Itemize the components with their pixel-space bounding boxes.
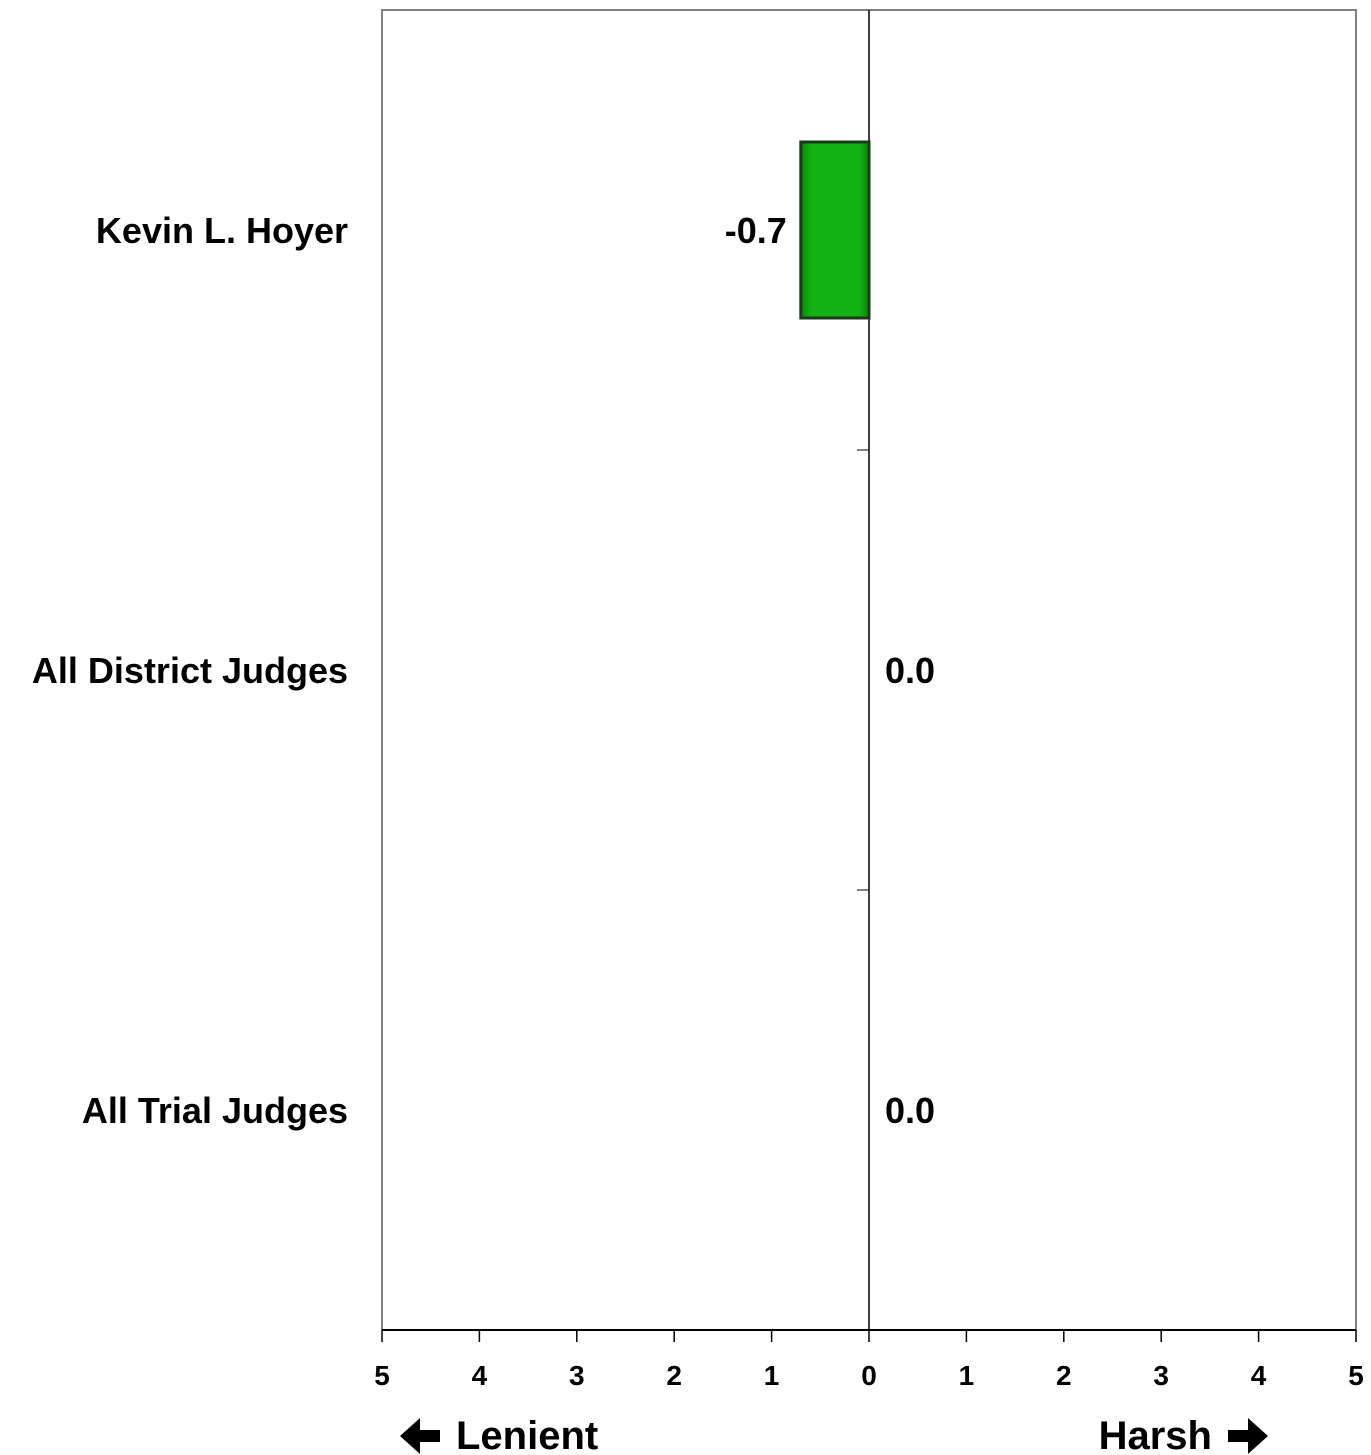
arrow-left-icon xyxy=(400,1418,440,1454)
x-tick-label: 5 xyxy=(374,1360,390,1391)
lenient-label: Lenient xyxy=(456,1414,598,1455)
data-label: 0.0 xyxy=(885,650,935,691)
x-tick-label: 3 xyxy=(569,1360,585,1391)
category-label: Kevin L. Hoyer xyxy=(96,210,348,251)
arrow-right-icon xyxy=(1228,1418,1268,1454)
category-label: All Trial Judges xyxy=(82,1090,348,1131)
x-tick-label: 4 xyxy=(1251,1360,1267,1391)
bar xyxy=(799,140,871,320)
x-tick-label: 3 xyxy=(1153,1360,1169,1391)
x-tick-label: 2 xyxy=(1056,1360,1072,1391)
x-tick-label: 1 xyxy=(764,1360,780,1391)
harsh-label: Harsh xyxy=(1099,1414,1212,1455)
x-tick-label: 4 xyxy=(472,1360,488,1391)
data-label: -0.7 xyxy=(725,210,787,251)
harsh-direction-label: Harsh xyxy=(1099,1414,1268,1455)
x-tick-label: 5 xyxy=(1348,1360,1364,1391)
x-tick-label: 1 xyxy=(959,1360,975,1391)
lenient-direction-label: Lenient xyxy=(400,1414,598,1455)
category-label: All District Judges xyxy=(32,650,348,691)
x-tick-label: 0 xyxy=(861,1360,877,1391)
x-tick-label: 2 xyxy=(666,1360,682,1391)
data-label: 0.0 xyxy=(885,1090,935,1131)
